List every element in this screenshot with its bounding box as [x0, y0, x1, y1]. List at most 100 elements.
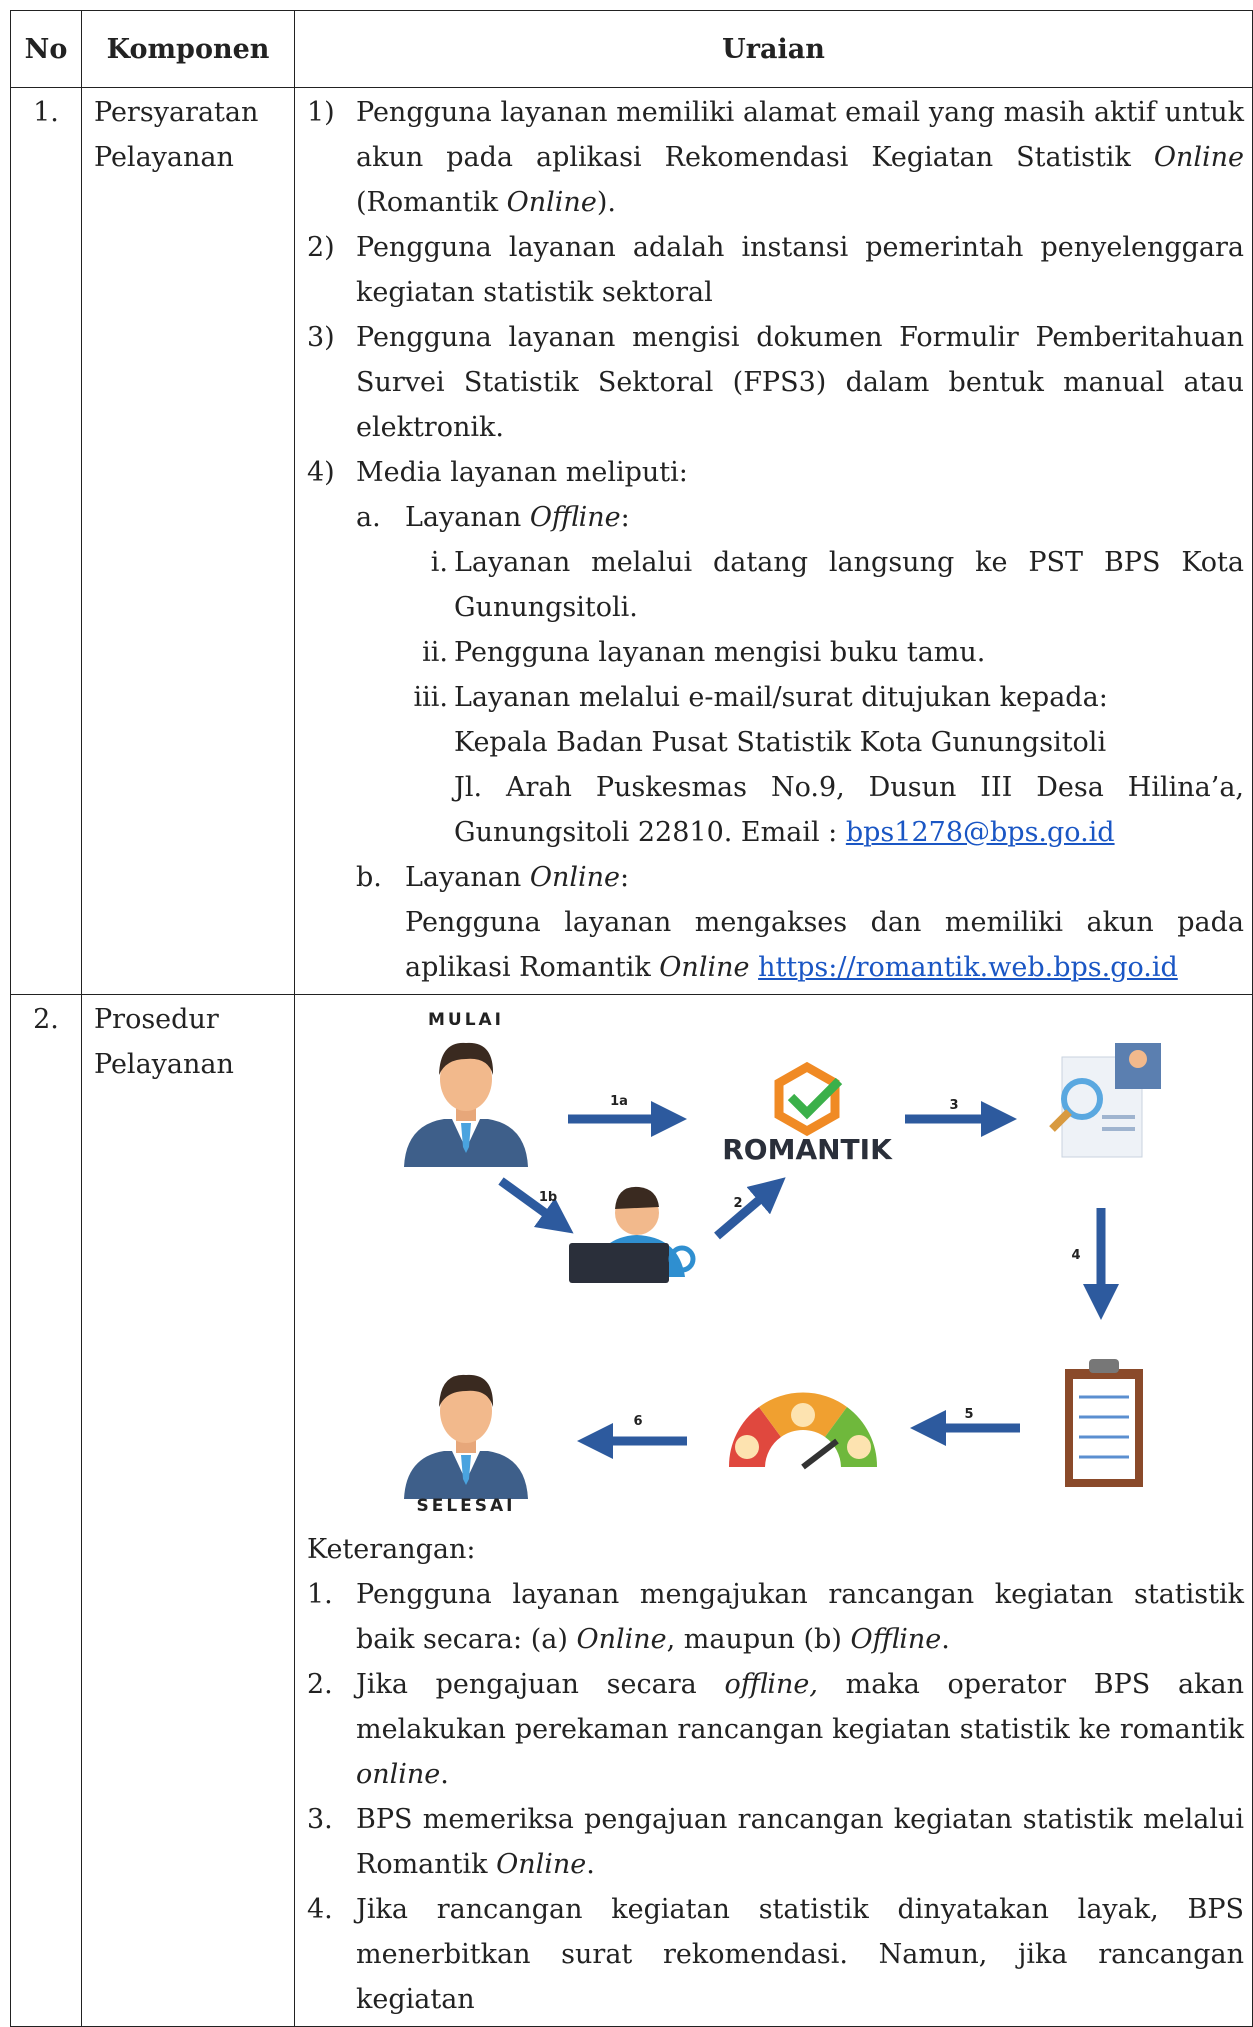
list-marker: 3. — [307, 1804, 333, 1835]
component-cell: Prosedur Pelayanan — [81, 994, 295, 2027]
item-body: Media layanan meliputi: a. Layanan Offline… — [356, 450, 1244, 990]
list-item: 3. BPS memeriksa pengajuan rancangan kegi… — [307, 1797, 1244, 1887]
list-marker: b. — [356, 862, 382, 893]
step-label: 1a — [610, 1094, 628, 1109]
paragraph: Media layanan meliputi: — [356, 450, 1244, 495]
paragraph: Pengguna layanan mengisi buku tamu. — [454, 630, 1244, 675]
text-run: BPS memeriksa pengajuan rancangan kegiat… — [356, 1804, 1244, 1880]
gauge-icon — [728, 1392, 878, 1470]
step-label: 1b — [539, 1190, 557, 1205]
text-run: Jl. Arah Puskesmas No.9, Dusun III Desa … — [454, 772, 1244, 848]
service-table: No Komponen Uraian 1. Persyaratan Pelaya… — [10, 10, 1253, 2027]
row: 2. Prosedur Pelayanan — [10, 994, 1253, 2027]
header-cell: Komponen — [81, 10, 295, 88]
paragraph: Layanan Online: — [405, 855, 1244, 900]
item-body: Layanan Offline: i. Layanan melalui datang… — [405, 495, 1244, 855]
description-cell: MULAI SELESAI ROMANTIK 1a 1b 2 3 4 5 6 K… — [294, 994, 1253, 2027]
user-icon — [404, 1374, 528, 1499]
clipboard-icon — [1065, 1359, 1143, 1487]
item-body: Jika pengajuan secara offline, maka oper… — [356, 1662, 1244, 1797]
text-run: Layanan melalui e-mail/surat ditujukan k… — [454, 682, 1108, 713]
app-label: ROMANTIK — [722, 1133, 893, 1166]
text-run: : — [620, 862, 630, 893]
step-label: 3 — [949, 1098, 958, 1113]
italic-text: Offline — [529, 502, 621, 533]
paragraph: Pengguna layanan mengajukan rancangan ke… — [356, 1572, 1244, 1662]
text-run: Layanan melalui datang langsung ke PST B… — [454, 547, 1244, 623]
paragraph: Layanan melalui datang langsung ke PST B… — [454, 540, 1244, 630]
text-run: Layanan — [405, 502, 530, 533]
paragraph: Pengguna layanan mengisi dokumen Formuli… — [356, 315, 1244, 450]
paragraph: Jl. Arah Puskesmas No.9, Dusun III Desa … — [454, 765, 1244, 855]
list-marker: 4. — [307, 1894, 333, 1925]
arrows — [498, 1101, 1119, 1459]
list-item: 4. Jika rancangan kegiatan statistik diny… — [307, 1887, 1244, 2022]
text-run: (Romantik — [356, 187, 507, 218]
italic-text: Online — [1153, 142, 1244, 173]
flow-diagram: MULAI SELESAI ROMANTIK 1a 1b 2 3 4 5 6 — [404, 1010, 1161, 1516]
italic-text: offline, — [724, 1669, 818, 1700]
list-item: 1. Pengguna layanan mengajukan rancangan … — [307, 1572, 1244, 1662]
list-marker: iii. — [413, 682, 449, 713]
list-item: 3) Pengguna layanan mengisi dokumen Formu… — [307, 315, 1244, 450]
list-item: 2) Pengguna layanan adalah instansi pemer… — [307, 225, 1244, 315]
list-item: b. Layanan Online: Pengguna layanan mengak… — [356, 855, 1244, 990]
paragraph: Layanan melalui e-mail/surat ditujukan k… — [454, 675, 1244, 720]
description-cell: 1) Pengguna layanan memiliki alamat email… — [294, 87, 1253, 995]
note-title: Keterangan: — [307, 1534, 476, 1565]
paragraph: BPS memeriksa pengajuan rancangan kegiat… — [356, 1797, 1244, 1887]
list-marker: a. — [356, 502, 381, 533]
paragraph: Pengguna layanan memiliki alamat email y… — [356, 90, 1244, 225]
item-body: Pengguna layanan adalah instansi pemerin… — [356, 225, 1244, 315]
user-icon — [404, 1042, 528, 1167]
text-run: Kepala Badan Pusat Statistik Kota Gunung… — [454, 727, 1107, 758]
text-run: ). — [596, 187, 616, 218]
item-body: Layanan melalui e-mail/surat ditujukan k… — [454, 675, 1244, 855]
item-body: Pengguna layanan mengajukan rancangan ke… — [356, 1572, 1244, 1662]
text-run: Pengguna layanan mengisi buku tamu. — [454, 637, 986, 668]
text-run: : — [620, 502, 630, 533]
text-run: Pengguna layanan mengajukan rancangan ke… — [356, 1579, 1244, 1655]
list-item: 4) Media layanan meliputi: a. Layanan Offli… — [307, 450, 1244, 990]
step-label: 5 — [964, 1407, 973, 1422]
italic-text: Online — [576, 1624, 667, 1655]
italic-text: Online — [496, 1849, 587, 1880]
step-label: 2 — [733, 1196, 742, 1211]
no-cell: 2. — [10, 994, 82, 2027]
item-body: Pengguna layanan mengisi dokumen Formuli… — [356, 315, 1244, 450]
link: bps1278@bps.go.id — [845, 817, 1115, 848]
header-cell: Uraian — [294, 10, 1253, 88]
text-run: Media layanan meliputi: — [356, 457, 688, 488]
list-item: 1) Pengguna layanan memiliki alamat email… — [307, 90, 1244, 225]
list-item: a. Layanan Offline: i. Layanan melalui data… — [356, 495, 1244, 855]
link: https://romantik.web.bps.go.id — [758, 952, 1178, 983]
header-cell: No — [10, 10, 82, 88]
list-marker: ii. — [422, 637, 448, 668]
text-run: Pengguna layanan memiliki alamat email y… — [356, 97, 1244, 173]
italic-text: Offline — [850, 1624, 942, 1655]
text-run: maka operator BPS akan melakukan perekam… — [356, 1669, 1244, 1745]
paragraph: Pengguna layanan adalah instansi pemerin… — [356, 225, 1244, 315]
list-item: i. Layanan melalui datang langsung ke PST… — [405, 540, 1244, 630]
text-run: Layanan — [405, 862, 530, 893]
document-icon — [1049, 1043, 1161, 1158]
text-run — [749, 952, 758, 983]
list-marker: 2. — [307, 1669, 333, 1700]
text-run: . — [941, 1624, 950, 1655]
step-label: 4 — [1071, 1248, 1080, 1263]
step-label: 6 — [633, 1414, 642, 1429]
operator-icon — [569, 1186, 696, 1283]
text-run: . — [440, 1759, 449, 1790]
item-body: Layanan melalui datang langsung ke PST B… — [454, 540, 1244, 630]
start-label: MULAI — [428, 1010, 504, 1030]
paragraph: Kepala Badan Pusat Statistik Kota Gunung… — [454, 720, 1244, 765]
text-run: , maupun (b) — [666, 1624, 851, 1655]
text-run: . — [586, 1849, 595, 1880]
italic-text: Online — [529, 862, 621, 893]
item-body: Jika rancangan kegiatan statistik dinyat… — [356, 1887, 1244, 2022]
item-body: BPS memeriksa pengajuan rancangan kegiat… — [356, 1797, 1244, 1887]
list-item: iii. Layanan melalui e-mail/surat ditujuk… — [405, 675, 1245, 855]
paragraph: Jika rancangan kegiatan statistik dinyat… — [356, 1887, 1244, 2022]
list-marker: 4) — [307, 457, 335, 488]
item-body: Layanan Online: Pengguna layanan mengakse… — [405, 855, 1244, 990]
